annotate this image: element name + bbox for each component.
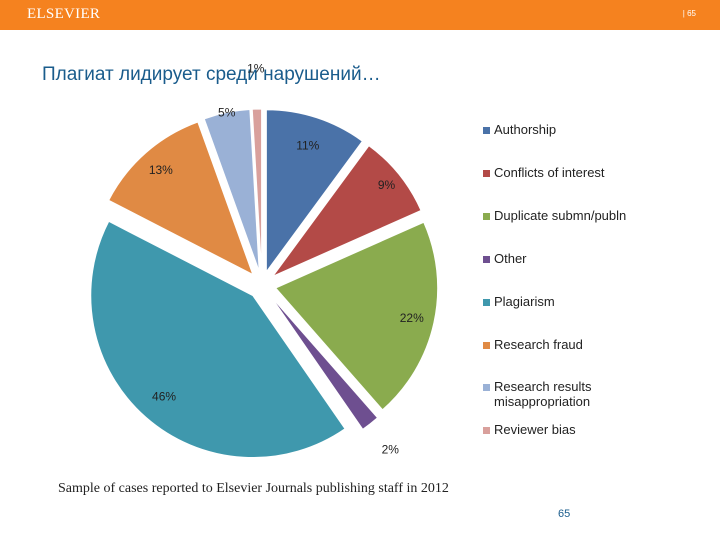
pie-slice-reviewer-bias: [251, 108, 263, 272]
top-bar: ELSEVIER | 65: [0, 0, 720, 30]
page-number: 65: [558, 508, 571, 520]
legend-item-misappropriation: Research results misappropriation: [483, 379, 603, 409]
chart-caption: Sample of cases reported to Elsevier Jou…: [58, 481, 449, 496]
legend-swatch: [483, 384, 490, 391]
legend-item-research-fraud: Research fraud: [483, 337, 583, 352]
header-page-number: | 65: [682, 9, 696, 18]
legend-item-conflicts: Conflicts of interest: [483, 165, 605, 180]
pie-slice-conflicts-of-interest: [271, 145, 422, 278]
legend-item-authorship: Authorship: [483, 122, 556, 137]
legend-item-plagiarism: Plagiarism: [483, 294, 555, 309]
legend-label: Research fraud: [494, 337, 583, 352]
pie-slice-plagiarism: [90, 220, 346, 458]
legend-swatch: [483, 299, 490, 306]
pie-slice-other: [270, 295, 379, 430]
legend-item-other: Other: [483, 251, 527, 266]
legend-swatch: [483, 170, 490, 177]
legend-item-duplicate: Duplicate submn/publn: [483, 208, 626, 223]
pie-label: 5%: [218, 106, 236, 120]
brand-logo-text: ELSEVIER: [27, 6, 101, 22]
legend-label: Authorship: [494, 122, 557, 137]
pie-slices: [90, 108, 439, 458]
legend-label: Conflicts of interest: [494, 165, 605, 180]
pie-slice-duplicate-submn-publn: [274, 221, 439, 411]
legend-swatch: [483, 127, 490, 134]
legend-swatch: [483, 342, 490, 349]
legend-item-reviewer-bias: Reviewer bias: [483, 422, 576, 437]
pie-slice-authorship: [265, 109, 364, 274]
legend-label: Other: [494, 251, 527, 266]
legend-label: Research results misappropriation: [494, 379, 592, 409]
legend-label: Duplicate submn/publn: [494, 208, 627, 223]
slide-title: Плагиат лидирует среди нарушений…: [42, 64, 381, 85]
pie-slice-research-fraud: [108, 121, 254, 276]
pie-slice-research-results-misappropriation: [203, 109, 260, 272]
legend-label: Reviewer bias: [494, 422, 576, 437]
legend-label: Plagiarism: [494, 294, 555, 309]
legend-swatch: [483, 256, 490, 263]
pie-label: 1%: [247, 62, 265, 76]
pie-labels: 11% 9% 22% 2% 46% 13% 5% 1%: [149, 62, 424, 457]
pie-label: 46%: [152, 390, 176, 404]
pie-label: 22%: [400, 311, 424, 325]
legend-swatch: [483, 427, 490, 434]
legend-swatch: [483, 213, 490, 220]
pie-label: 13%: [149, 163, 173, 177]
pie-label: 9%: [378, 178, 396, 192]
pie-label: 11%: [296, 138, 319, 152]
pie-label: 2%: [382, 442, 400, 456]
